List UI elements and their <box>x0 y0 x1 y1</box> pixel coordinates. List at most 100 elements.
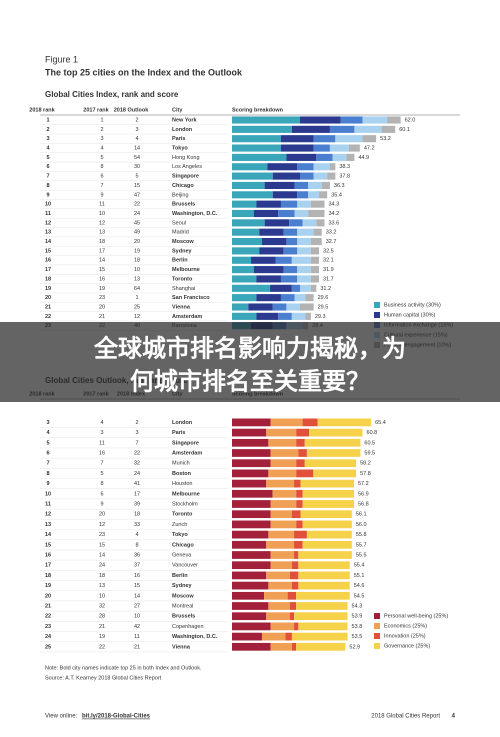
city: Stockholm <box>172 501 198 507</box>
rank: 4 <box>135 532 138 538</box>
score: 57.8 <box>360 471 371 477</box>
score: 37.8 <box>339 174 350 180</box>
bar-segment <box>291 510 301 519</box>
score: 36.3 <box>334 183 345 189</box>
score: 55.8 <box>356 532 367 538</box>
bar-segment <box>289 571 299 580</box>
rank: 6 <box>46 450 49 456</box>
legend-label: Governance (25%) <box>384 643 430 649</box>
bar-segment <box>275 256 292 264</box>
rank: 11 <box>99 202 105 208</box>
bar-segment <box>316 153 333 161</box>
bar-segment <box>232 540 267 549</box>
rank: 4 <box>100 420 103 426</box>
city: Vienna <box>172 304 191 310</box>
bar-segment <box>270 449 299 457</box>
score: 56.1 <box>356 512 367 518</box>
bar-segment <box>232 294 257 302</box>
rank: 7 <box>135 440 138 446</box>
score: 38.3 <box>339 164 350 170</box>
bar-segment <box>297 163 314 171</box>
bar-segment <box>381 125 396 133</box>
city: Zurich <box>172 522 187 528</box>
bar-segment <box>296 489 303 498</box>
city: Madrid <box>172 230 189 236</box>
bar-segment <box>232 438 269 447</box>
bar-segment <box>294 294 306 302</box>
bar-segment <box>272 191 298 199</box>
bar-segment <box>248 303 273 311</box>
bar-segment <box>297 266 311 274</box>
rank: 17 <box>45 267 51 273</box>
score: 31.2 <box>320 286 331 292</box>
bar-segment <box>306 530 352 539</box>
bar-segment <box>253 266 284 274</box>
bar-segment <box>232 418 271 427</box>
rank: 12 <box>99 522 105 528</box>
city: Moscow <box>172 593 194 599</box>
link[interactable]: bit.ly/2018-Global-Cities <box>82 714 151 720</box>
rank: 19 <box>45 583 51 589</box>
figure-title: The top 25 cities on the Index and the O… <box>45 67 243 77</box>
bar-segment <box>310 266 320 274</box>
rank: 15 <box>134 583 140 589</box>
bar-segment <box>294 181 309 190</box>
rank: 21 <box>99 314 105 320</box>
bar-segment <box>232 191 273 199</box>
bar-segment <box>232 172 273 180</box>
bar-segment <box>297 228 314 236</box>
bar-segment <box>266 540 295 549</box>
bar-segment <box>346 153 355 161</box>
bar-segment <box>232 200 257 208</box>
bar-segment <box>278 209 295 218</box>
rank: 11 <box>45 501 51 507</box>
score: 53.8 <box>352 624 363 630</box>
city: Sydney <box>172 583 193 589</box>
bar-segment <box>256 200 281 208</box>
score: 59.5 <box>364 450 375 456</box>
bar-segment <box>300 116 341 124</box>
rank: 6 <box>100 491 103 497</box>
city: Boston <box>172 471 192 477</box>
bar-segment <box>329 144 349 152</box>
rank: 13 <box>99 583 105 589</box>
rank: 23 <box>45 624 51 630</box>
rank: 24 <box>134 211 140 217</box>
bar-segment <box>287 591 297 600</box>
bar-segment <box>300 172 314 180</box>
bar-segment <box>232 622 271 631</box>
rank: 64 <box>134 286 140 292</box>
score: 56.0 <box>356 522 367 528</box>
bar-segment <box>294 612 348 621</box>
rank: 10 <box>99 211 105 217</box>
bar-segment <box>232 602 269 610</box>
bar-segment <box>298 449 307 457</box>
rank: 3 <box>46 136 49 142</box>
bar-segment <box>232 632 262 641</box>
bar-segment <box>310 256 320 264</box>
rank: 6 <box>100 174 103 180</box>
column-header: Scoring breakdown <box>232 107 284 113</box>
rank: 8 <box>100 481 103 487</box>
banner: 全球城市排名影响力揭秘，为 何城市排名至关重要？ <box>0 322 500 402</box>
bar-segment <box>296 602 348 610</box>
bar-segment <box>302 500 354 508</box>
score: 58.2 <box>360 461 371 467</box>
bar-segment <box>232 116 300 124</box>
bar-segment <box>289 602 297 610</box>
bar-segment <box>296 500 303 508</box>
city: Hong Kong <box>172 155 200 161</box>
score: 54.3 <box>352 603 363 609</box>
rank: 8 <box>135 542 138 548</box>
bar-segment <box>264 219 290 227</box>
bar-segment <box>270 622 295 631</box>
bar-segment <box>297 247 311 255</box>
rank: 22 <box>134 202 140 208</box>
rank: 49 <box>134 230 140 236</box>
score: 34.2 <box>328 211 339 217</box>
bar-segment <box>302 520 352 529</box>
score: 52.9 <box>349 644 360 650</box>
bar-segment <box>286 303 300 311</box>
rank: 8 <box>46 183 49 189</box>
bar-segment <box>327 172 336 180</box>
